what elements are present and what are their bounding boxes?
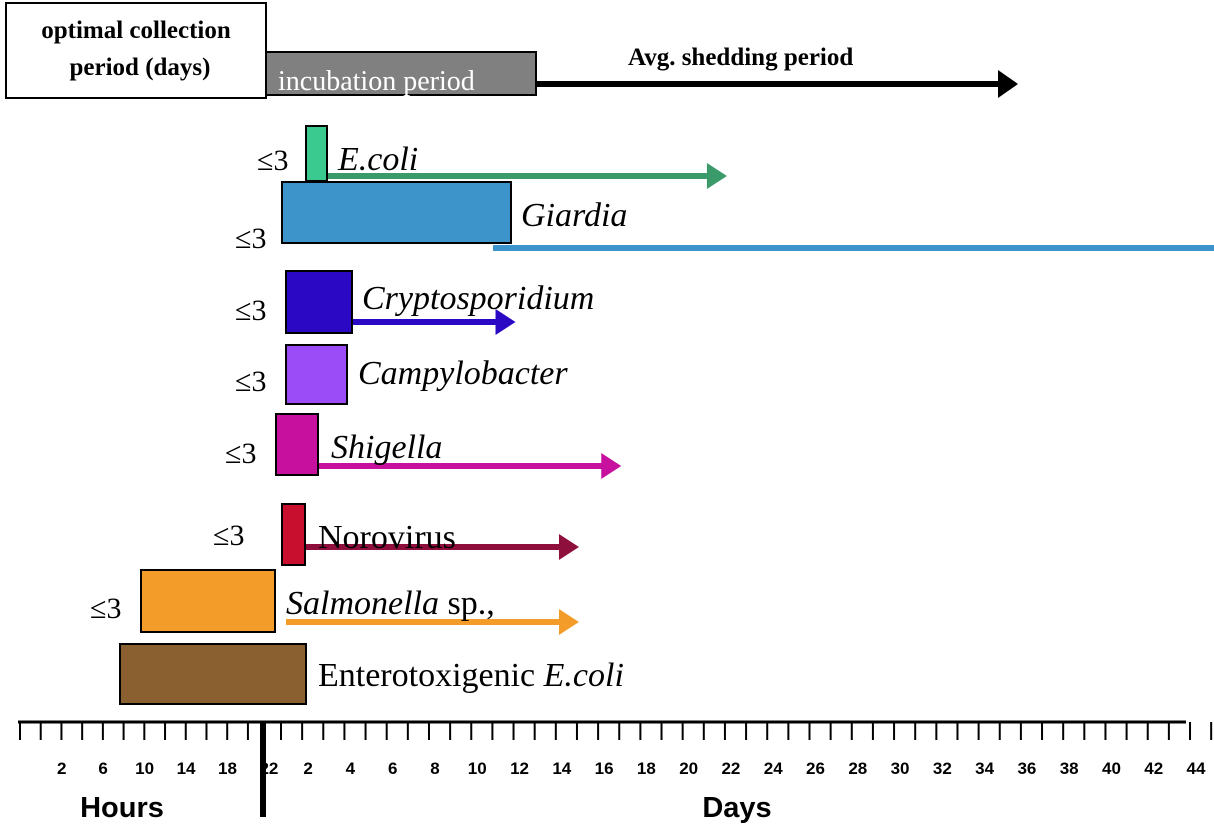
days-axis-label: Days: [702, 792, 771, 824]
hours-tick-label: 10: [135, 759, 154, 778]
collection-period-value: ≤3: [213, 519, 244, 552]
pathogen-name-main: Cryptosporidium: [362, 280, 594, 317]
days-tick-label: 36: [1017, 759, 1036, 778]
shedding-period-legend-arrowhead: [998, 70, 1018, 98]
days-tick-label: 32: [933, 759, 952, 778]
pathogen-name-prefix: Enterotoxigenic: [318, 657, 544, 694]
shedding-period-arrowhead: [495, 309, 516, 335]
days-tick-label: 16: [595, 759, 614, 778]
collection-period-value: ≤3: [235, 365, 266, 398]
pathogen-name-main: Norovirus: [318, 519, 456, 556]
days-tick-label: 30: [891, 759, 910, 778]
pathogen-name: Norovirus: [318, 519, 456, 556]
days-tick-label: 4: [346, 759, 356, 778]
hours-axis-label: Hours: [80, 792, 164, 824]
days-tick-label: 2: [303, 759, 312, 778]
incubation-period-bar: [285, 344, 348, 405]
pathogen-name: Enterotoxigenic E.coli: [318, 657, 624, 694]
pathogen-row-campylobacter: ≤3 Campylobacter: [235, 344, 568, 405]
days-tick-label: 34: [975, 759, 994, 778]
pathogen-name: Campylobacter: [358, 355, 568, 392]
pathogen-name-main: Giardia: [521, 197, 627, 234]
collection-period-value: ≤3: [235, 294, 266, 327]
pathogen-name-suffix: sp.,: [439, 585, 495, 622]
incubation-period-legend-label: incubation period: [278, 66, 475, 97]
hours-tick-label: 6: [98, 759, 107, 778]
collection-period-label-line1: optimal collection: [41, 17, 231, 44]
hours-tick-label: 2: [57, 759, 66, 778]
hours-tick-label: 22: [259, 759, 278, 778]
incubation-period-bar: [119, 643, 307, 705]
days-tick-label: 24: [764, 759, 783, 778]
pathogen-rows: ≤3 E.coli ≤3 Giardia ≤3 Cryptosporidium ≤3 Camp…: [90, 125, 1214, 705]
collection-period-value: ≤3: [90, 592, 121, 625]
incubation-period-bar: [281, 503, 306, 566]
collection-period-value: ≤3: [257, 144, 288, 177]
pathogen-name-main: E.coli: [543, 657, 624, 694]
collection-period-value: ≤3: [225, 437, 256, 470]
pathogen-name-main: Shigella: [331, 429, 442, 466]
pathogen-name: Salmonella sp.,: [286, 585, 495, 622]
incubation-period-bar: [305, 125, 328, 182]
incubation-period-bar: [285, 270, 353, 334]
days-tick-label: 44: [1187, 759, 1206, 778]
days-tick-label: 20: [679, 759, 698, 778]
pathogen-name: Shigella: [331, 429, 442, 466]
pathogen-name-main: Campylobacter: [358, 355, 568, 392]
pathogen-row-e-coli: ≤3 E.coli: [257, 125, 727, 189]
pathogen-name: E.coli: [337, 141, 418, 178]
pathogen-row-cryptosporidium: ≤3 Cryptosporidium: [235, 270, 594, 335]
days-tick-label: 8: [430, 759, 439, 778]
pathogen-name-main: E.coli: [337, 141, 418, 178]
collection-period-label-line2: period (days): [70, 54, 211, 81]
collection-period-legend-box: [5, 2, 267, 99]
days-tick-label: 42: [1144, 759, 1163, 778]
shedding-period-arrowhead: [558, 609, 579, 635]
days-tick-label: 6: [388, 759, 397, 778]
shedding-period-arrowhead: [601, 453, 622, 479]
pathogen-row-norovirus: ≤3 Norovirus: [213, 503, 579, 566]
days-tick-label: 10: [468, 759, 487, 778]
pathogen-row-e-coli: Enterotoxigenic E.coli: [119, 643, 624, 705]
days-tick-label: 40: [1102, 759, 1121, 778]
hours-tick-label: 18: [218, 759, 237, 778]
days-tick-label: 14: [552, 759, 571, 778]
pathogen-name: Cryptosporidium: [362, 280, 594, 317]
days-tick-label: 26: [806, 759, 825, 778]
pathogen-row-shigella: ≤3 Shigella: [225, 413, 622, 479]
incubation-period-bar: [281, 181, 512, 244]
legend: optimal collection period (days) incubat…: [5, 2, 1018, 99]
incubation-period-legend-bar: [265, 51, 537, 96]
pathogen-row-giardia: ≤3 Giardia: [235, 181, 1214, 255]
days-tick-label: 22: [721, 759, 740, 778]
pathogen-name: Giardia: [521, 197, 627, 234]
incubation-period-bar: [275, 413, 319, 476]
days-tick-label: 38: [1060, 759, 1079, 778]
time-axis: Hours Days 2 6 10 14 18 22 2 4 6 8 10 12 14 16 18 20 22 2…: [18, 720, 1213, 824]
days-tick-label: 12: [510, 759, 529, 778]
hours-tick-label: 14: [177, 759, 196, 778]
incubation-period-bar: [140, 569, 276, 633]
shedding-period-legend-label: Avg. shedding period: [628, 44, 853, 71]
days-tick-label: 28: [848, 759, 867, 778]
pathogen-row-salmonella: ≤3 Salmonella sp.,: [90, 569, 579, 635]
shedding-period-arrowhead: [558, 534, 579, 560]
shedding-period-arrowhead: [706, 163, 727, 189]
days-tick-label: 18: [637, 759, 656, 778]
collection-period-value: ≤3: [235, 222, 266, 255]
pathogen-name-main: Salmonella: [286, 585, 439, 622]
